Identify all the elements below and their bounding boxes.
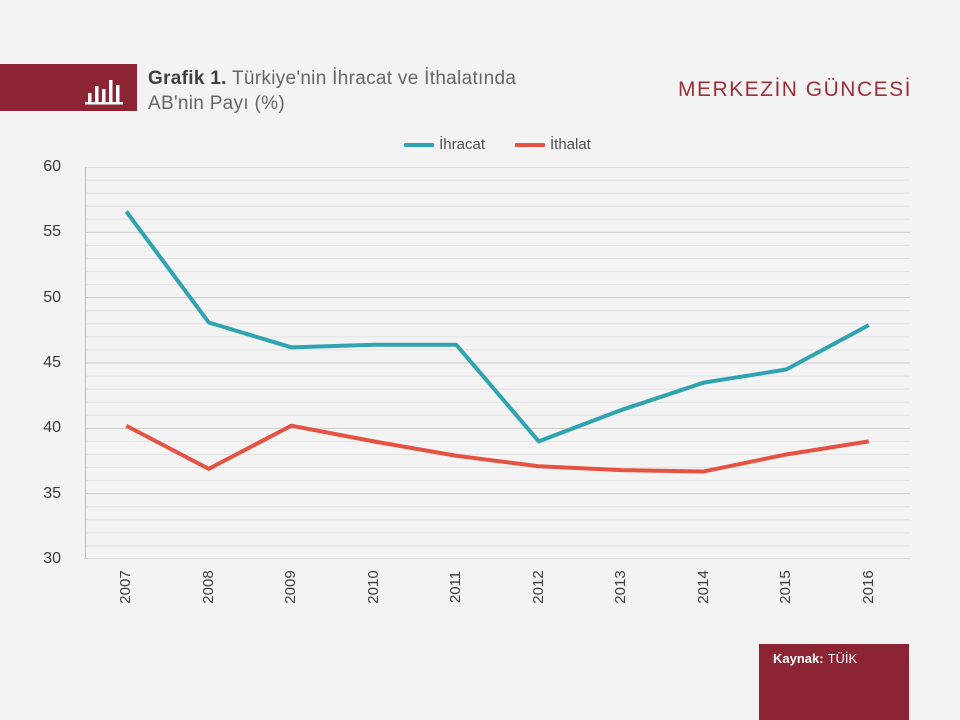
- x-tick-label: 2011: [447, 570, 465, 604]
- y-tick-label: 50: [43, 288, 61, 306]
- logo-block: [0, 64, 137, 111]
- line-chart-plot: [85, 167, 910, 559]
- x-tick-label: 2009: [282, 570, 300, 604]
- source-value: TÜİK: [827, 651, 858, 666]
- x-tick-label: 2014: [694, 570, 712, 604]
- page-title: Grafik 1. Türkiye'nin İhracat ve İthalat…: [148, 66, 618, 116]
- x-tick-label: 2012: [529, 570, 547, 604]
- y-tick-label: 35: [43, 484, 61, 502]
- source-label: Kaynak:: [773, 651, 824, 666]
- series-line-i̇hracat: [124, 210, 870, 444]
- legend-swatch: [404, 142, 435, 147]
- x-tick-label: 2010: [364, 570, 382, 604]
- title-line-2: AB'nin Payı (%): [148, 93, 285, 114]
- legend-swatch: [514, 142, 545, 147]
- y-tick-label: 30: [43, 550, 61, 567]
- brand-title: MERKEZİN GÜNCESİ: [677, 78, 912, 101]
- legend-label: İhracat: [439, 136, 485, 153]
- legend-label: İthalat: [549, 136, 591, 153]
- source-box: Kaynak: TÜİK: [759, 644, 909, 720]
- x-tick-label: 2007: [117, 570, 135, 604]
- title-text: Türkiye'nin İhracat ve İthalatında: [232, 68, 517, 89]
- title-line-1: Grafik 1. Türkiye'nin İhracat ve İthalat…: [148, 66, 618, 91]
- y-tick-label: 55: [43, 223, 61, 241]
- x-tick-label: 2015: [777, 570, 795, 604]
- bar-chart-icon: [85, 79, 123, 104]
- y-axis-labels: 30 35 40 45 50 55 60: [25, 158, 73, 567]
- y-tick-label: 60: [43, 158, 61, 175]
- x-tick-label: 2008: [199, 570, 217, 604]
- chart-legend: İhracat İthalat: [85, 136, 910, 153]
- series-line-i̇thalat: [125, 423, 870, 474]
- legend-item-i̇hracat: İhracat: [404, 136, 485, 153]
- legend-item-i̇thalat: İthalat: [514, 136, 591, 153]
- y-tick-label: 45: [43, 354, 61, 371]
- y-tick-label: 40: [43, 419, 61, 437]
- title-prefix: Grafik 1.: [148, 68, 227, 89]
- x-tick-label: 2013: [612, 570, 630, 604]
- x-tick-label: 2016: [859, 570, 877, 604]
